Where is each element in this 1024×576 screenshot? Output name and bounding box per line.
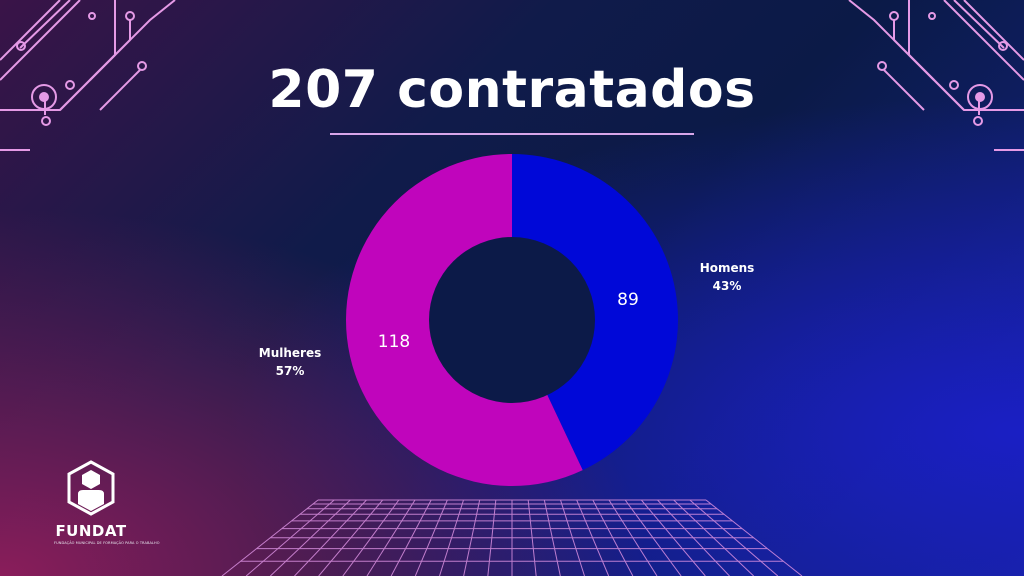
legend-percent-mulheres: 57% [276, 364, 305, 378]
page-title: 207 contratados [268, 60, 756, 120]
slice-value-mulheres: 118 [378, 332, 410, 352]
circuit-left-traces [0, 0, 176, 151]
person-hexagon-icon [67, 460, 115, 516]
fundat-logo: FUNDAT FUNDAÇÃO MUNICIPAL DE FORMAÇÃO PA… [54, 460, 160, 545]
legend-label-mulheres: Mulheres [259, 346, 321, 360]
slice-value-homens: 89 [617, 290, 639, 310]
legend-label-homens: Homens [700, 261, 755, 275]
legend-percent-homens: 43% [713, 279, 742, 293]
logo-wordmark: FUNDAT [55, 522, 127, 540]
circuit-right-traces [848, 0, 1024, 151]
logo-tagline: FUNDAÇÃO MUNICIPAL DE FORMAÇÃO PARA O TR… [54, 541, 160, 545]
title-underline [330, 133, 694, 135]
donut-hole [429, 237, 595, 403]
